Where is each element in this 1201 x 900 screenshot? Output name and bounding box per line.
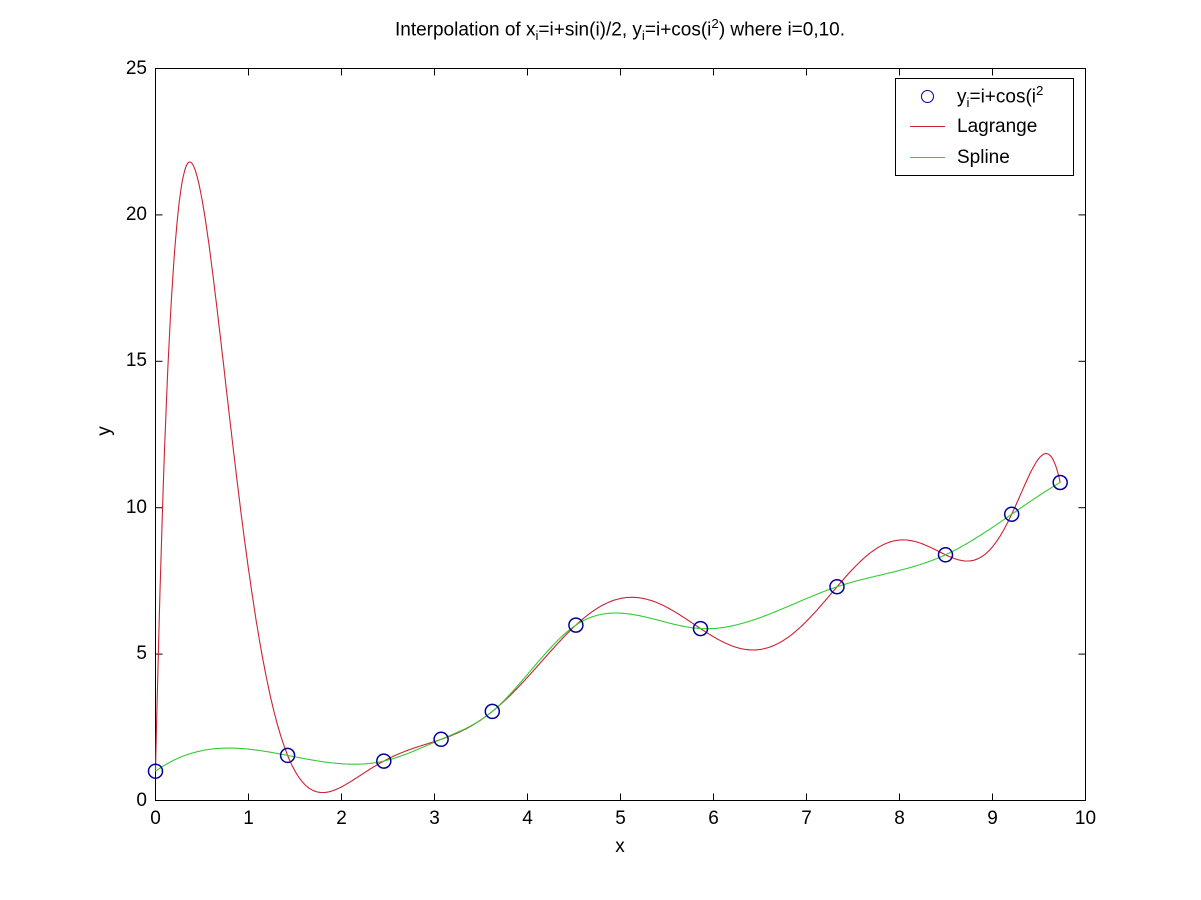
legend-marker-swatch xyxy=(909,89,945,103)
legend-spline-swatch xyxy=(909,157,945,159)
title-text: ) where i=0,10. xyxy=(718,19,846,41)
title-sub-i: i xyxy=(641,28,645,44)
legend-lagrange-swatch xyxy=(909,126,945,128)
legend-item-spline: Spline xyxy=(896,143,1073,173)
legend: yi=i+cos(i2 Lagrange Spline xyxy=(895,78,1074,176)
legend-item-data-points: yi=i+cos(i2 xyxy=(896,81,1073,111)
title-sub-i: i xyxy=(535,28,539,44)
x-tick-label: 7 xyxy=(801,808,812,829)
data-point-marker xyxy=(568,617,584,633)
x-tick-label: 2 xyxy=(336,808,347,829)
x-tick-label: 6 xyxy=(708,808,719,829)
data-point-marker xyxy=(147,763,164,779)
title-text: =i+sin(i)/2, y xyxy=(538,19,642,41)
x-tick-label: 3 xyxy=(429,808,440,829)
y-tick-label: 5 xyxy=(136,643,147,665)
x-axis-label: x xyxy=(615,836,625,857)
data-point-marker xyxy=(376,753,392,769)
y-axis-label: y xyxy=(94,426,115,436)
legend-label-lagrange: Lagrange xyxy=(957,115,1038,137)
data-point-marker xyxy=(1003,506,1020,522)
data-point-marker xyxy=(433,731,449,748)
data-point-marker xyxy=(279,747,296,764)
x-tick-label: 4 xyxy=(522,808,533,829)
y-tick-label: 0 xyxy=(136,789,147,811)
data-point-marker xyxy=(692,620,709,637)
y-tick-label: 25 xyxy=(125,57,147,79)
legend-label-data-points: yi=i+cos(i2 xyxy=(957,82,1044,110)
data-point-marker xyxy=(484,703,501,720)
data-point-marker xyxy=(937,547,954,563)
x-tick-label: 1 xyxy=(243,808,254,829)
y-tick-label: 10 xyxy=(125,496,147,518)
x-tick-label: 5 xyxy=(615,808,626,829)
x-tick-label: 0 xyxy=(150,808,161,829)
y-tick-label: 20 xyxy=(125,203,147,225)
plot-box xyxy=(155,68,1086,801)
title-sup-2: 2 xyxy=(711,16,719,31)
title-text: Interpolation of x xyxy=(394,19,536,41)
legend-item-lagrange: Lagrange xyxy=(896,112,1073,142)
x-tick-label: 8 xyxy=(894,808,905,829)
x-tick-label: 10 xyxy=(1074,808,1097,829)
green-line-icon xyxy=(909,157,945,159)
data-point-marker xyxy=(1052,474,1068,491)
y-tick-label: 15 xyxy=(125,350,147,372)
spline-curve xyxy=(155,482,1061,772)
chart-title: Interpolation of xi=i+sin(i)/2, yi=i+cos… xyxy=(155,16,1085,43)
legend-label-spline: Spline xyxy=(957,146,1010,168)
circle-marker-icon xyxy=(920,89,934,103)
red-line-icon xyxy=(909,126,945,128)
lagrange-curve xyxy=(154,161,1061,794)
x-tick-label: 9 xyxy=(987,808,998,829)
title-text: =i+cos(i xyxy=(644,19,712,41)
data-point-marker xyxy=(829,578,845,595)
